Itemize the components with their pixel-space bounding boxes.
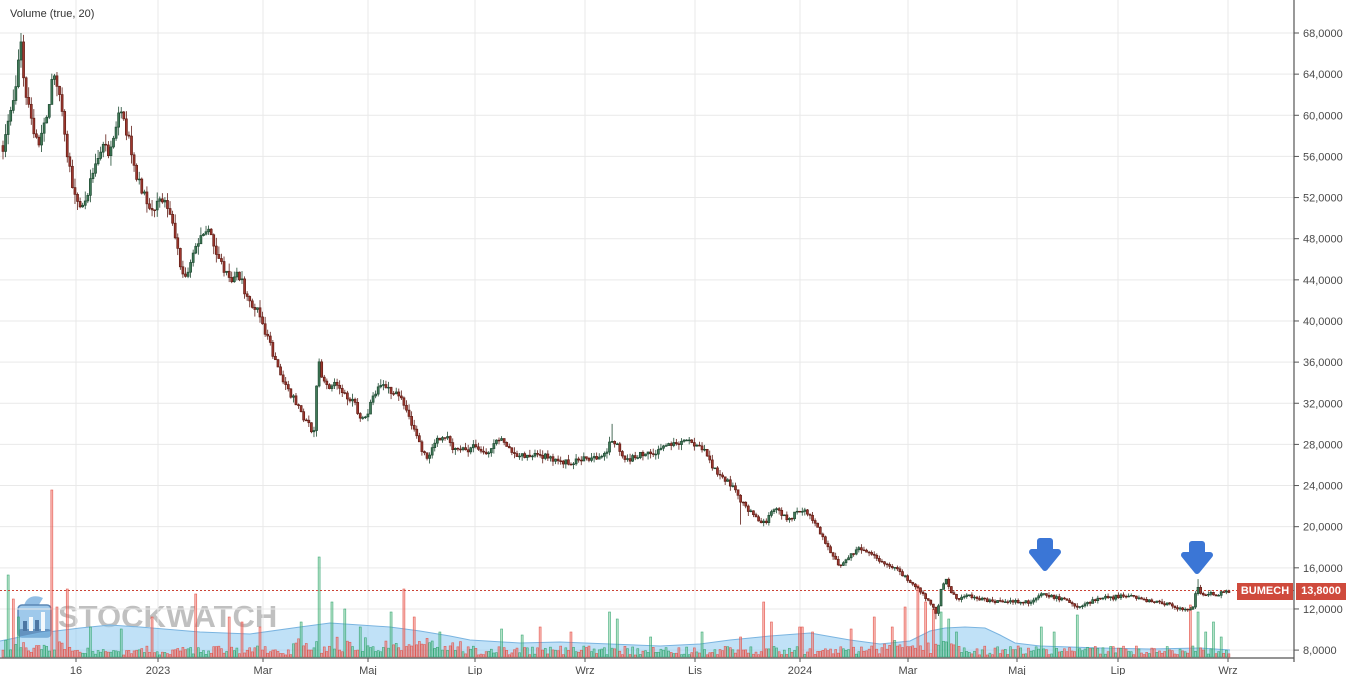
svg-text:2023: 2023 [146, 665, 170, 675]
svg-text:64,0000: 64,0000 [1303, 69, 1343, 81]
svg-text:Mar: Mar [899, 665, 918, 675]
instrument-name: BUMECH [1240, 585, 1290, 597]
last-price-label: 13,8000 [1296, 583, 1346, 600]
svg-text:16: 16 [70, 665, 82, 675]
svg-text:60,0000: 60,0000 [1303, 110, 1343, 122]
svg-text:2024: 2024 [788, 665, 812, 675]
last-price-value: 13,8000 [1301, 585, 1341, 597]
svg-text:12,0000: 12,0000 [1303, 604, 1343, 616]
svg-text:Mar: Mar [254, 665, 273, 675]
svg-text:36,0000: 36,0000 [1303, 357, 1343, 369]
svg-text:20,0000: 20,0000 [1303, 522, 1343, 534]
svg-text:56,0000: 56,0000 [1303, 151, 1343, 163]
instrument-price-tag: BUMECH [1237, 583, 1293, 600]
svg-text:Maj: Maj [1008, 665, 1026, 675]
svg-text:16,0000: 16,0000 [1303, 563, 1343, 575]
svg-text:Lis: Lis [688, 665, 703, 675]
svg-text:8,0000: 8,0000 [1303, 645, 1337, 657]
svg-text:52,0000: 52,0000 [1303, 193, 1343, 205]
svg-text:48,0000: 48,0000 [1303, 234, 1343, 246]
svg-text:Wrz: Wrz [575, 665, 594, 675]
svg-text:Lip: Lip [1111, 665, 1126, 675]
svg-text:Maj: Maj [359, 665, 377, 675]
svg-text:28,0000: 28,0000 [1303, 439, 1343, 451]
svg-text:40,0000: 40,0000 [1303, 316, 1343, 328]
svg-text:68,0000: 68,0000 [1303, 28, 1343, 40]
svg-text:Wrz: Wrz [1218, 665, 1237, 675]
svg-text:Lip: Lip [468, 665, 483, 675]
svg-text:24,0000: 24,0000 [1303, 481, 1343, 493]
indicator-label: Volume (true, 20) [10, 8, 95, 20]
svg-text:44,0000: 44,0000 [1303, 275, 1343, 287]
svg-text:32,0000: 32,0000 [1303, 398, 1343, 410]
